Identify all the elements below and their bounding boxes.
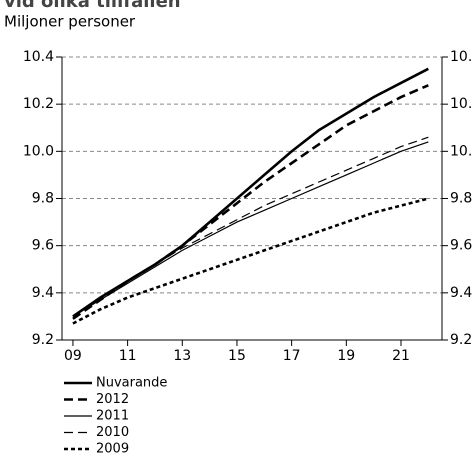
series-line (72, 141, 429, 317)
x-tick-label: 09 (64, 348, 82, 364)
legend-label: Nuvarande (96, 376, 167, 391)
y-tick-label: 10.4 (23, 49, 54, 65)
y2-tick-label: 10.0 (450, 143, 472, 159)
y2-tick-label: 9.4 (450, 285, 472, 301)
y2-tick-label: 9.2 (450, 332, 472, 348)
x-tick-label: 21 (392, 348, 410, 364)
x-tick-label: 19 (337, 348, 355, 364)
x-tick-label: 17 (283, 348, 301, 364)
y2-tick-label: 9.8 (450, 191, 472, 207)
chart-subtitle: Miljoner personer (4, 13, 136, 31)
x-tick-label: 15 (228, 348, 246, 364)
y2-tick-label: 9.6 (450, 238, 472, 254)
series-line (72, 136, 429, 317)
legend-label: 2012 (96, 392, 129, 407)
x-tick-label: 13 (173, 348, 191, 364)
y-tick-label: 10.0 (23, 143, 54, 159)
series-line (72, 197, 429, 325)
y-tick-label: 9.8 (32, 191, 54, 207)
y2-tick-label: 10.2 (450, 96, 472, 112)
y2-tick-label: 10.4 (450, 49, 472, 65)
chart-title: vid olika tillfällen (4, 0, 181, 12)
y-tick-label: 9.4 (32, 285, 54, 301)
y-tick-label: 9.2 (32, 332, 54, 348)
legend-label: 2010 (96, 425, 129, 440)
x-tick-label: 11 (119, 348, 137, 364)
legend-label: 2009 (96, 442, 129, 457)
y-tick-label: 10.2 (23, 96, 54, 112)
legend-label: 2011 (96, 409, 129, 424)
y-tick-label: 9.6 (32, 238, 54, 254)
